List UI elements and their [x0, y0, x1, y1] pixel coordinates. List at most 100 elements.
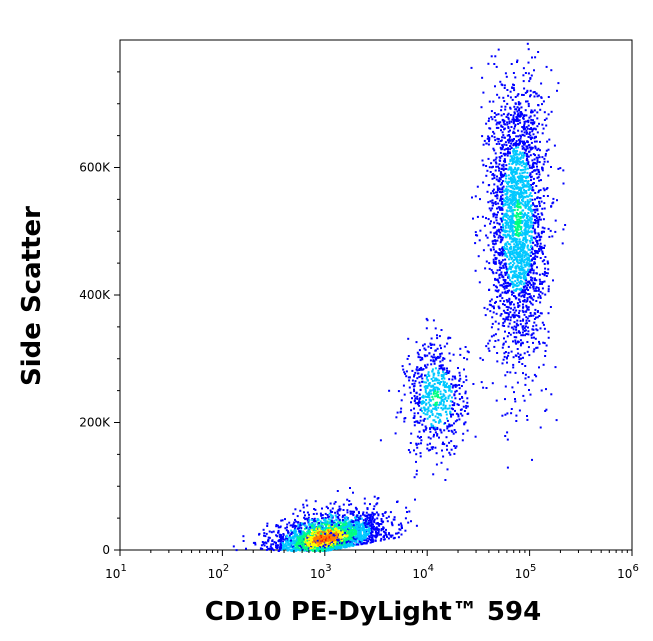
data-point [328, 515, 331, 518]
data-point [524, 310, 527, 313]
data-point [541, 132, 544, 135]
data-point [530, 204, 533, 207]
data-point [290, 531, 293, 534]
data-point [310, 544, 313, 547]
data-point [336, 529, 339, 532]
data-point [493, 116, 496, 118]
data-point [526, 185, 528, 188]
data-point [519, 323, 522, 326]
data-point [443, 377, 446, 380]
data-point [516, 94, 519, 97]
data-point [462, 400, 465, 403]
data-point [357, 531, 360, 534]
data-point [538, 250, 541, 253]
data-point [440, 352, 443, 355]
data-point [303, 511, 305, 514]
data-point [515, 296, 518, 299]
data-point [415, 442, 418, 445]
data-point [413, 476, 416, 479]
data-point [520, 195, 522, 198]
data-point [309, 527, 312, 530]
data-point [518, 309, 521, 312]
data-point [440, 375, 443, 377]
data-point [512, 181, 515, 184]
data-point [442, 384, 445, 387]
data-point [527, 72, 530, 75]
data-point [446, 369, 449, 372]
data-point [279, 538, 282, 541]
data-point [535, 140, 538, 143]
data-point [334, 533, 337, 536]
data-point [365, 530, 368, 533]
data-point [421, 410, 423, 413]
data-point [487, 143, 490, 146]
data-point [517, 192, 520, 195]
data-point [527, 121, 530, 124]
data-point [501, 246, 504, 249]
data-point [541, 207, 544, 210]
data-point [355, 543, 357, 546]
data-point [512, 308, 515, 311]
data-point [444, 372, 447, 375]
data-point [287, 543, 290, 546]
data-point [506, 271, 508, 274]
data-point [377, 528, 379, 531]
data-point [393, 536, 396, 539]
data-point [288, 536, 291, 539]
data-point [524, 225, 527, 228]
data-point [330, 519, 333, 522]
data-point [418, 404, 421, 407]
data-point [352, 544, 355, 547]
data-point [506, 256, 509, 259]
data-point [374, 535, 377, 538]
data-point [426, 376, 428, 378]
data-point [351, 510, 354, 513]
data-point [542, 100, 545, 103]
data-point [518, 312, 520, 315]
data-point [513, 336, 516, 339]
data-point [439, 420, 442, 423]
data-point [487, 347, 490, 350]
data-point [271, 539, 274, 542]
data-point [334, 514, 337, 517]
data-point [258, 532, 261, 535]
data-point [443, 345, 446, 348]
data-point [331, 527, 333, 530]
data-point [535, 208, 537, 211]
data-point [511, 98, 514, 101]
data-point [441, 398, 444, 401]
data-point [341, 516, 344, 519]
data-point [490, 55, 493, 58]
data-point [502, 134, 505, 137]
data-point [520, 176, 523, 179]
data-point [419, 388, 422, 391]
data-point [328, 525, 331, 528]
data-point [325, 521, 327, 524]
data-point [432, 319, 435, 322]
data-point [488, 136, 491, 139]
data-point [508, 322, 511, 325]
data-point [505, 312, 508, 314]
data-point [330, 539, 333, 542]
data-point [299, 541, 302, 544]
data-point [335, 523, 338, 526]
data-point [504, 254, 507, 257]
data-point [329, 502, 332, 505]
data-point [453, 402, 456, 405]
data-point [496, 278, 499, 281]
data-point [424, 428, 427, 431]
data-point [415, 341, 418, 344]
data-point [298, 530, 300, 533]
data-point [529, 251, 532, 254]
data-point [513, 258, 516, 261]
data-point [351, 543, 354, 546]
data-point [292, 545, 295, 548]
data-point [413, 415, 416, 418]
data-point [476, 215, 479, 218]
data-point [532, 166, 535, 168]
data-point [447, 429, 450, 432]
data-point [369, 503, 371, 506]
data-point [432, 398, 435, 401]
data-point [434, 327, 437, 330]
data-point [534, 128, 537, 131]
